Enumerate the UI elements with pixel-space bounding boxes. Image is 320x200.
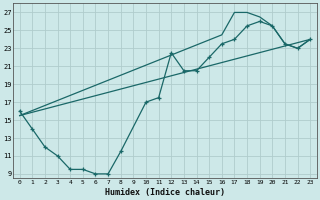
X-axis label: Humidex (Indice chaleur): Humidex (Indice chaleur) — [105, 188, 225, 197]
